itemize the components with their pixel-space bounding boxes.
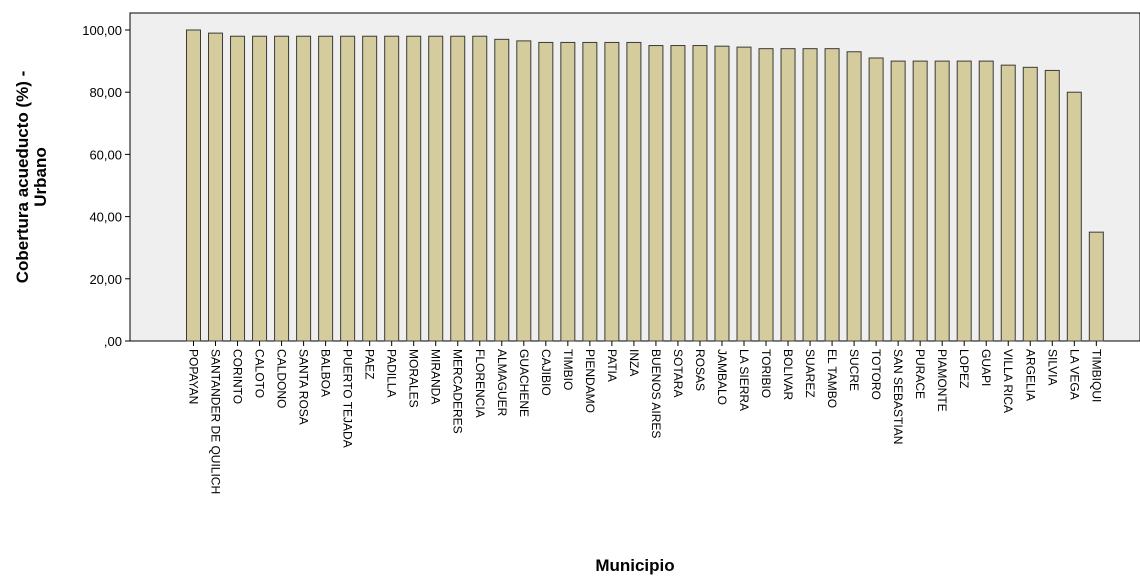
x-category-label: GUAPI — [979, 349, 993, 386]
x-category-label: LA SIERRA — [737, 349, 751, 411]
x-category-label: SAN SEBASTIAN — [891, 349, 905, 444]
x-category-label: PIENDAMO — [583, 349, 597, 413]
x-category-label: ARGELIA — [1023, 349, 1037, 401]
x-category-label: PIAMONTE — [935, 349, 949, 412]
x-category-label: VILLA RICA — [1001, 349, 1015, 413]
bar-piamonte — [934, 60, 950, 342]
bars-group — [186, 29, 1104, 342]
bar-cajibio — [538, 41, 554, 342]
x-category-label: CAJIBIO — [539, 349, 553, 396]
x-category-label: POPAYAN — [187, 349, 201, 404]
x-category-label: SOTARA — [671, 349, 685, 397]
bar-piendamo — [582, 41, 598, 342]
bar-timbio — [560, 41, 576, 342]
bar-toribio — [758, 48, 774, 342]
bar-totoro — [868, 57, 884, 342]
y-tick-label: 80,00 — [89, 85, 122, 100]
bar-suarez — [802, 48, 818, 342]
x-category-label: CALDONO — [275, 349, 289, 408]
bar-caloto — [252, 35, 268, 342]
bar-puerto-tejada — [340, 35, 356, 342]
bar-mercaderes — [450, 35, 466, 342]
x-category-label: BOLIVAR — [781, 349, 795, 400]
x-category-label: ALMAGUER — [495, 349, 509, 417]
x-category-label: MERCADERES — [451, 349, 465, 434]
bar-miranda — [428, 35, 444, 342]
bar-buenos-aires — [648, 45, 664, 342]
x-category-label: ROSAS — [693, 349, 707, 391]
x-category-label: SANTA ROSA — [297, 349, 311, 425]
bar-lopez — [956, 60, 972, 342]
bar-timbiqui — [1088, 231, 1104, 342]
x-category-label: TORIBIO — [759, 349, 773, 398]
y-tick-label: 100,00 — [82, 23, 122, 38]
bar-villa-rica — [1000, 64, 1016, 342]
bar-sucre — [846, 51, 862, 342]
bar-purace — [912, 60, 928, 342]
x-category-label: BALBOA — [319, 349, 333, 397]
bar-guapi — [978, 60, 994, 342]
x-category-label: GUACHENE — [517, 349, 531, 417]
bar-sotara — [670, 45, 686, 342]
bar-santander-de-quilich — [208, 32, 224, 342]
bar-la-vega — [1066, 91, 1082, 342]
bar-florencia — [472, 35, 488, 342]
bar-corinto — [230, 35, 246, 342]
x-category-label: CORINTO — [231, 349, 245, 404]
bar-popayan — [186, 29, 201, 342]
x-category-label: PAEZ — [363, 349, 377, 379]
bar-argelia — [1022, 66, 1038, 342]
x-category-label: LOPEZ — [957, 349, 971, 388]
x-category-label: EL TAMBO — [825, 349, 839, 408]
x-category-label: MIRANDA — [429, 349, 443, 404]
x-category-label: LA VEGA — [1067, 349, 1081, 400]
x-category-label: TOTORO — [869, 349, 883, 400]
bar-el-tambo — [824, 48, 840, 342]
bar-morales — [406, 35, 422, 342]
bar-balboa — [318, 35, 334, 342]
bar-silvia — [1044, 69, 1060, 342]
x-category-label: PATIA — [605, 349, 619, 382]
x-category-label: BUENOS AIRES — [649, 349, 663, 438]
x-axis-title: Municipio — [595, 556, 674, 575]
y-tick-label: 20,00 — [89, 272, 122, 287]
bar-rosas — [692, 45, 708, 342]
y-tick-label: ,00 — [104, 334, 122, 349]
x-category-label: SILVIA — [1045, 349, 1059, 385]
bar-almaguer — [494, 38, 510, 342]
x-category-label: SUAREZ — [803, 349, 817, 398]
x-category-label: TIMBIO — [561, 349, 575, 390]
y-axis: ,00 20,00 40,00 60,00 80,00 100,00 — [82, 23, 130, 349]
x-category-label: TIMBIQUI — [1089, 349, 1103, 402]
bar-padilla — [384, 35, 400, 342]
bar-inza — [626, 41, 642, 342]
y-axis-title-line2: Urbano — [31, 147, 50, 207]
x-category-label: PURACE — [913, 349, 927, 399]
bar-bolivar — [780, 48, 796, 342]
bar-patia — [604, 41, 620, 342]
bar-jambalo — [714, 45, 730, 342]
y-tick-label: 40,00 — [89, 210, 122, 225]
category-labels: POPAYAN SANTANDER DE QUILICH CORINTO CALOTO… — [187, 341, 1103, 494]
x-category-label: INZA — [627, 349, 641, 376]
bar-caldono — [274, 35, 290, 342]
x-category-label: MORALES — [407, 349, 421, 408]
y-axis-title-line1: Cobertura acueducto (%) - — [13, 71, 32, 284]
bar-santa-rosa — [296, 35, 312, 342]
x-category-label: CALOTO — [253, 349, 267, 398]
bar-guachene — [516, 40, 532, 342]
x-category-label: PUERTO TEJADA — [341, 349, 355, 448]
x-category-label: JAMBALO — [715, 349, 729, 405]
x-category-label: FLORENCIA — [473, 349, 487, 418]
bar-paez — [362, 35, 378, 342]
bar-san-sebastian — [890, 60, 906, 342]
bar-la-sierra — [736, 46, 752, 342]
y-tick-label: 60,00 — [89, 147, 122, 162]
x-category-label: PADILLA — [385, 349, 399, 397]
x-category-label: SANTANDER DE QUILICH — [209, 349, 223, 494]
x-category-label: SUCRE — [847, 349, 861, 391]
